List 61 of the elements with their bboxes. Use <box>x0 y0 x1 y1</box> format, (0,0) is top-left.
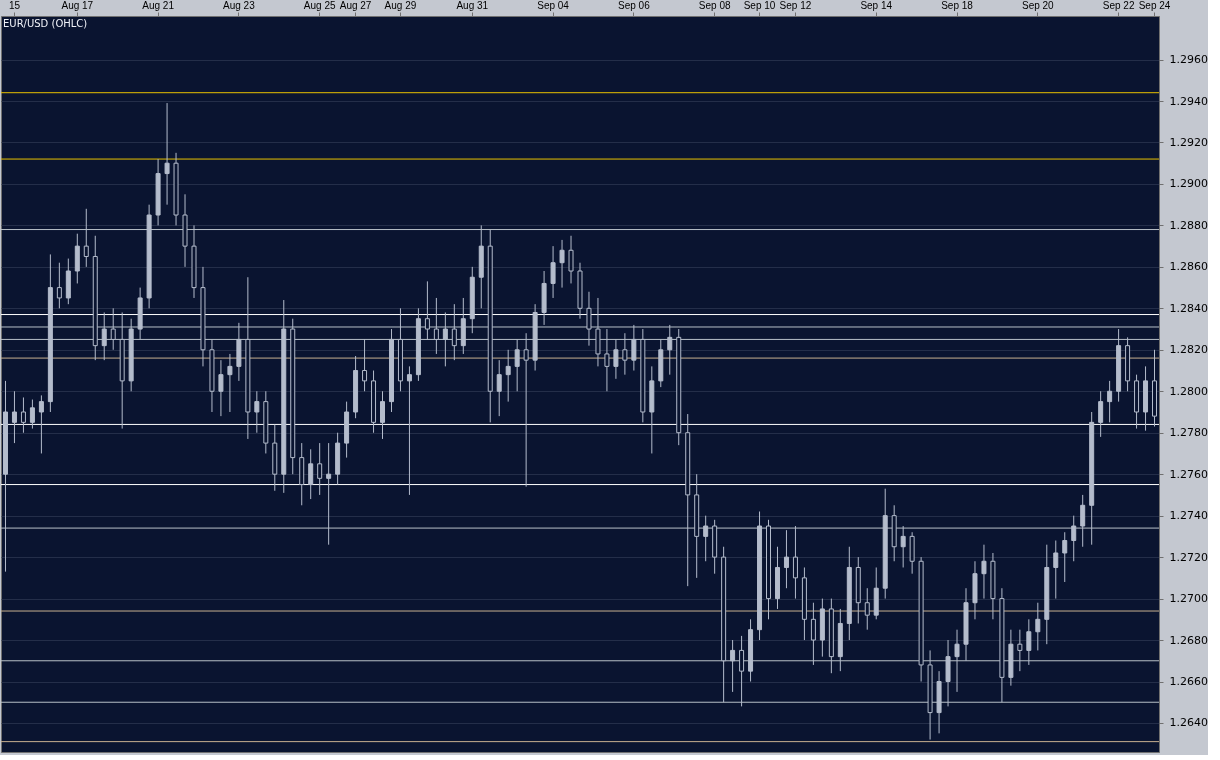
candlestick <box>1107 380 1113 423</box>
y-tick-label: 1.2920 <box>1169 135 1208 149</box>
y-tick-label: 1.2860 <box>1169 260 1208 274</box>
x-tick-label: Aug 23 <box>223 0 256 11</box>
x-tick-label: Sep 18 <box>941 0 974 11</box>
candlestick <box>981 544 987 600</box>
x-tick-label: Sep 20 <box>1021 0 1055 11</box>
candlestick <box>218 359 224 417</box>
candlestick <box>1053 540 1059 600</box>
y-tick-label: 1.2820 <box>1169 343 1208 357</box>
candlestick <box>254 390 260 434</box>
y-tick-label: 1.2680 <box>1169 633 1208 647</box>
x-tick-label: Sep 08 <box>698 0 731 11</box>
x-tick-label: Sep 24 <box>1138 0 1171 11</box>
candlestick <box>406 365 412 496</box>
candlestick <box>1062 531 1068 583</box>
x-tick-label: Sep 12 <box>779 0 812 11</box>
candlestick <box>380 390 386 440</box>
x-tick-label: Aug 21 <box>142 0 175 11</box>
candlestick <box>38 394 44 454</box>
candlestick <box>308 448 314 500</box>
candlestick <box>317 442 323 496</box>
x-tick-label: Sep 04 <box>537 0 570 11</box>
candlestick <box>568 235 574 284</box>
y-tick-label: 1.2840 <box>1169 301 1208 315</box>
x-tick-label: 15 <box>8 0 21 11</box>
candlestick <box>29 399 35 430</box>
candlestick <box>559 239 565 289</box>
y-tick-label: 1.2800 <box>1169 384 1208 398</box>
x-tick-label: Aug 25 <box>303 0 336 11</box>
candlestick <box>1098 390 1104 438</box>
x-tick-label: Sep 10 <box>743 0 776 11</box>
candlestick <box>1035 602 1041 651</box>
y-tick-label: 1.2940 <box>1169 94 1208 108</box>
y-tick-label: 1.2640 <box>1169 716 1208 730</box>
x-tick-label: Aug 29 <box>384 0 417 11</box>
x-tick-label: Aug 31 <box>456 0 489 11</box>
x-tick-label: Aug 17 <box>61 0 94 11</box>
y-tick-label: 1.2740 <box>1169 509 1208 523</box>
y-tick-label: 1.2780 <box>1169 426 1208 440</box>
candlestick <box>11 390 17 444</box>
candlestick <box>56 262 62 309</box>
y-tick-label: 1.2880 <box>1169 218 1208 232</box>
candlestick <box>20 396 26 434</box>
candlestick <box>864 587 870 631</box>
x-tick-label: Aug 27 <box>339 0 372 11</box>
y-tick-label: 1.2660 <box>1169 675 1208 689</box>
candlestick <box>505 349 511 403</box>
chart-title: EUR/USD (OHLC) <box>3 18 88 29</box>
y-tick-label: 1.2700 <box>1169 592 1208 606</box>
y-tick-label: 1.2960 <box>1169 53 1208 67</box>
y-tick-label: 1.2900 <box>1169 177 1208 191</box>
x-tick-label: Sep 06 <box>618 0 651 11</box>
candlestick <box>550 245 556 299</box>
x-tick-label: Sep 14 <box>860 0 893 11</box>
candlestick <box>227 353 233 413</box>
candlestick <box>496 359 502 417</box>
y-tick-label: 1.2760 <box>1169 467 1208 481</box>
candlestick <box>164 102 170 206</box>
y-tick-label: 1.2720 <box>1169 550 1208 564</box>
x-tick-label: Sep 22 <box>1102 0 1135 11</box>
